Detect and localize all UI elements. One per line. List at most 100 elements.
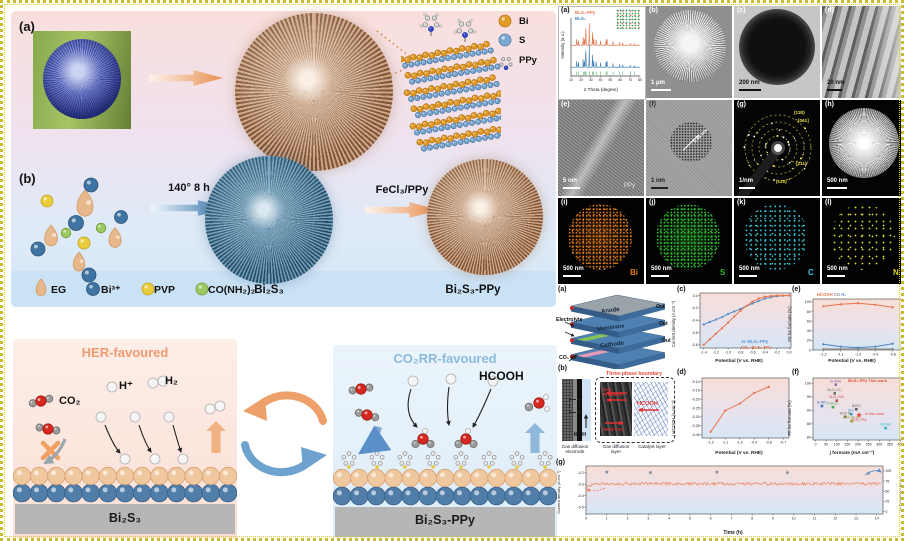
fe-legend-h2: H₂ [841,292,847,297]
svg-text:-0.8: -0.8 [692,343,698,347]
svg-text:-0.9: -0.9 [751,440,757,444]
tem-d-letter: (d) [825,7,834,14]
svg-text:11: 11 [813,516,817,520]
cmp-note-inwork: In this work [865,412,885,416]
svg-text:50: 50 [609,78,613,82]
svg-text:-0.20: -0.20 [692,397,700,401]
xrd-xlabel: 2 Theta (degree) [583,87,619,92]
svg-text:100: 100 [805,382,811,386]
svg-text:-0.8: -0.8 [737,350,743,354]
stem-h-scalebar [827,187,847,189]
saed-ring-211: (211) [796,161,807,166]
stab-ylabel-left: Current density (A cm⁻²) [556,470,561,514]
xrd-letter: (a) [561,7,570,14]
saed-pattern [736,114,812,196]
saed-ring-130: (130) [794,110,805,115]
svg-text:-1.0: -1.0 [737,440,743,444]
svg-text:150: 150 [844,442,850,446]
cell-out2: Out [659,321,668,327]
svg-text:-1.2: -1.2 [708,440,714,444]
svg-text:3: 3 [647,516,649,520]
sem-b-letter: (b) [649,7,658,14]
cell-letter: (a) [558,286,567,293]
tpb-feed-co2: Feed CO₂ [603,427,624,432]
svg-text:-1.0: -1.0 [725,350,731,354]
svg-text:12: 12 [833,516,837,520]
dotted-connector [376,30,414,82]
tem-dark-sphere [739,9,815,85]
svg-text:70: 70 [628,78,632,82]
svg-text:2: 2 [627,516,629,520]
reagent-pvp: PVP [154,284,176,296]
thistle-flower [43,39,121,119]
eds-j-scale: 500 nm [651,266,672,272]
tem-c-letter: (c) [737,7,746,14]
lsv-legend-ar: Ar–Bi₂S₃-PPy [741,339,769,344]
co2rr-scene [333,373,557,537]
svg-text:14: 14 [875,516,879,520]
xrd-ylabel: Intensity (a.u.) [560,31,565,59]
svg-text:0.0: 0.0 [787,350,792,354]
svg-text:Bi₂S₃-PPy: Bi₂S₃-PPy [852,418,867,422]
cmp-ylabel: FE for formate (%) [787,400,792,436]
svg-text:1: 1 [606,516,608,520]
svg-text:20: 20 [579,78,583,82]
tpb-letter: (b) [558,365,567,372]
co2rr-title: CO₂RR-favoured [393,351,497,366]
xrd-legend-ppy: Bi₂S₃-PPy [575,10,596,15]
panel-a-label: (a) [19,19,35,34]
eds-map-bi: (i) 500 nm Bi [558,198,644,284]
bi2s3-ppy-urchin [427,159,543,275]
lattice-f-scale: 1 nm [651,178,666,184]
saed-scalebar [739,187,755,189]
tpb-arrows [605,390,659,426]
xrd-inset-structure [616,9,640,29]
svg-text:90: 90 [807,409,811,413]
svg-text:75: 75 [885,479,889,483]
svg-text:60: 60 [807,319,811,323]
eds-i-letter: (i) [561,199,568,206]
bi2s3-ppy-product-label: Bi₂S₃-PPy [445,284,501,296]
hrtem-e-scalebar [563,187,580,189]
tpb-hcooh: HCOOH [637,401,658,407]
svg-text:MOF-Bi: MOF-Bi [840,411,852,415]
stem-panel-h: (h) 500 nm [822,100,901,196]
svg-text:-0.10: -0.10 [692,380,700,384]
sem-urchin [654,10,726,82]
urchin-sphere-large [235,13,393,171]
hrtem-e-letter: (e) [561,101,570,108]
her-hplus-label: H⁺ [119,380,133,392]
jh-letter: (d) [677,369,686,376]
sem-b-scale: 1 μm [651,80,666,86]
jh-ylabel: j HCOOH (A cm⁻²) [671,400,676,436]
eds-map-c: (k) 500 nm C [734,198,820,284]
gde-selection-box [569,399,580,413]
cell-out1: Out [656,304,665,310]
stab-ylabel-right: FE for HCOOH (%) [899,476,904,512]
fe-letter: (e) [792,286,801,293]
svg-text:-0.5: -0.5 [578,505,584,509]
eds-i-scalebar [563,275,581,277]
svg-text:-0.4: -0.4 [578,494,584,498]
bi2s3-urchin [205,156,333,284]
sem-panel-b: (b) 1 μm [646,6,732,98]
svg-text:80: 80 [638,78,642,82]
eds-j-scalebar [651,275,669,277]
cmp-xlabel: j formate (mA cm⁻²) [829,451,875,456]
svg-text:100: 100 [885,469,891,473]
svg-text:25: 25 [885,500,889,504]
svg-text:Bi NSs: Bi NSs [881,423,891,427]
svg-text:80: 80 [807,310,811,314]
svg-text:7: 7 [730,516,732,520]
jh-xlabel: Potential (V vs. RHE) [715,451,763,456]
fe-legend-co: CO [833,292,841,297]
hrtem-e-scale: 5 nm [563,178,578,184]
gde-electrolyte-strip [582,379,591,441]
svg-text:95: 95 [807,395,811,399]
svg-text:-0.2: -0.2 [578,471,584,475]
eds-map-n: (l) 500 nm N [822,198,901,284]
lsv-chart: -1.4 -1.2 -1.0 -0.8 -0.6 -0.4 -0.2 0.0 0.0 -0.2 -0… [692,292,792,354]
lattice-panel-f: 0.36 nm (f) 1 nm [646,100,732,196]
svg-text:0: 0 [585,516,587,520]
precursor-mixture [30,177,128,283]
